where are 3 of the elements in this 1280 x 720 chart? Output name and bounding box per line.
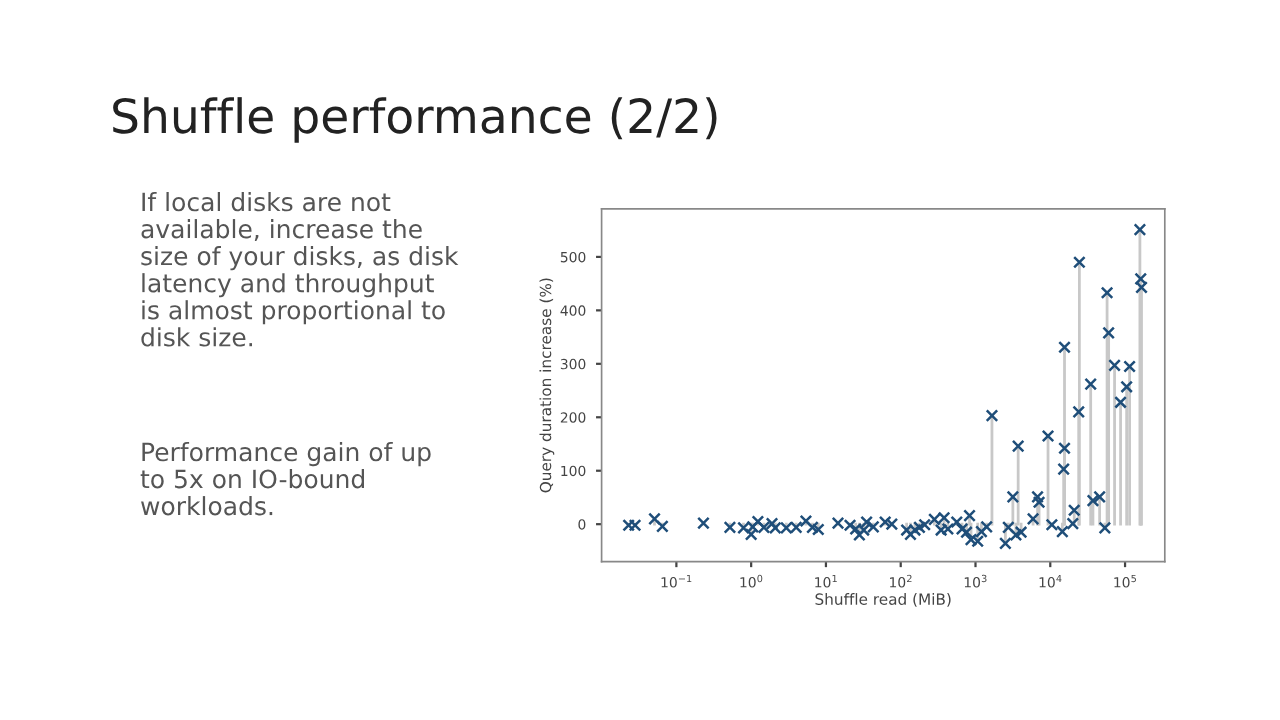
- chart-title: Shuffle performance (2/2): [113, 97, 717, 143]
- text: If local disks are not available, increase the size of your disks, as disk latency and throughput is almost proportional to disk size.: [141, 192, 459, 347]
- text: Performance gain of up to 5x on IO-bound workloads.: [140, 442, 431, 516]
